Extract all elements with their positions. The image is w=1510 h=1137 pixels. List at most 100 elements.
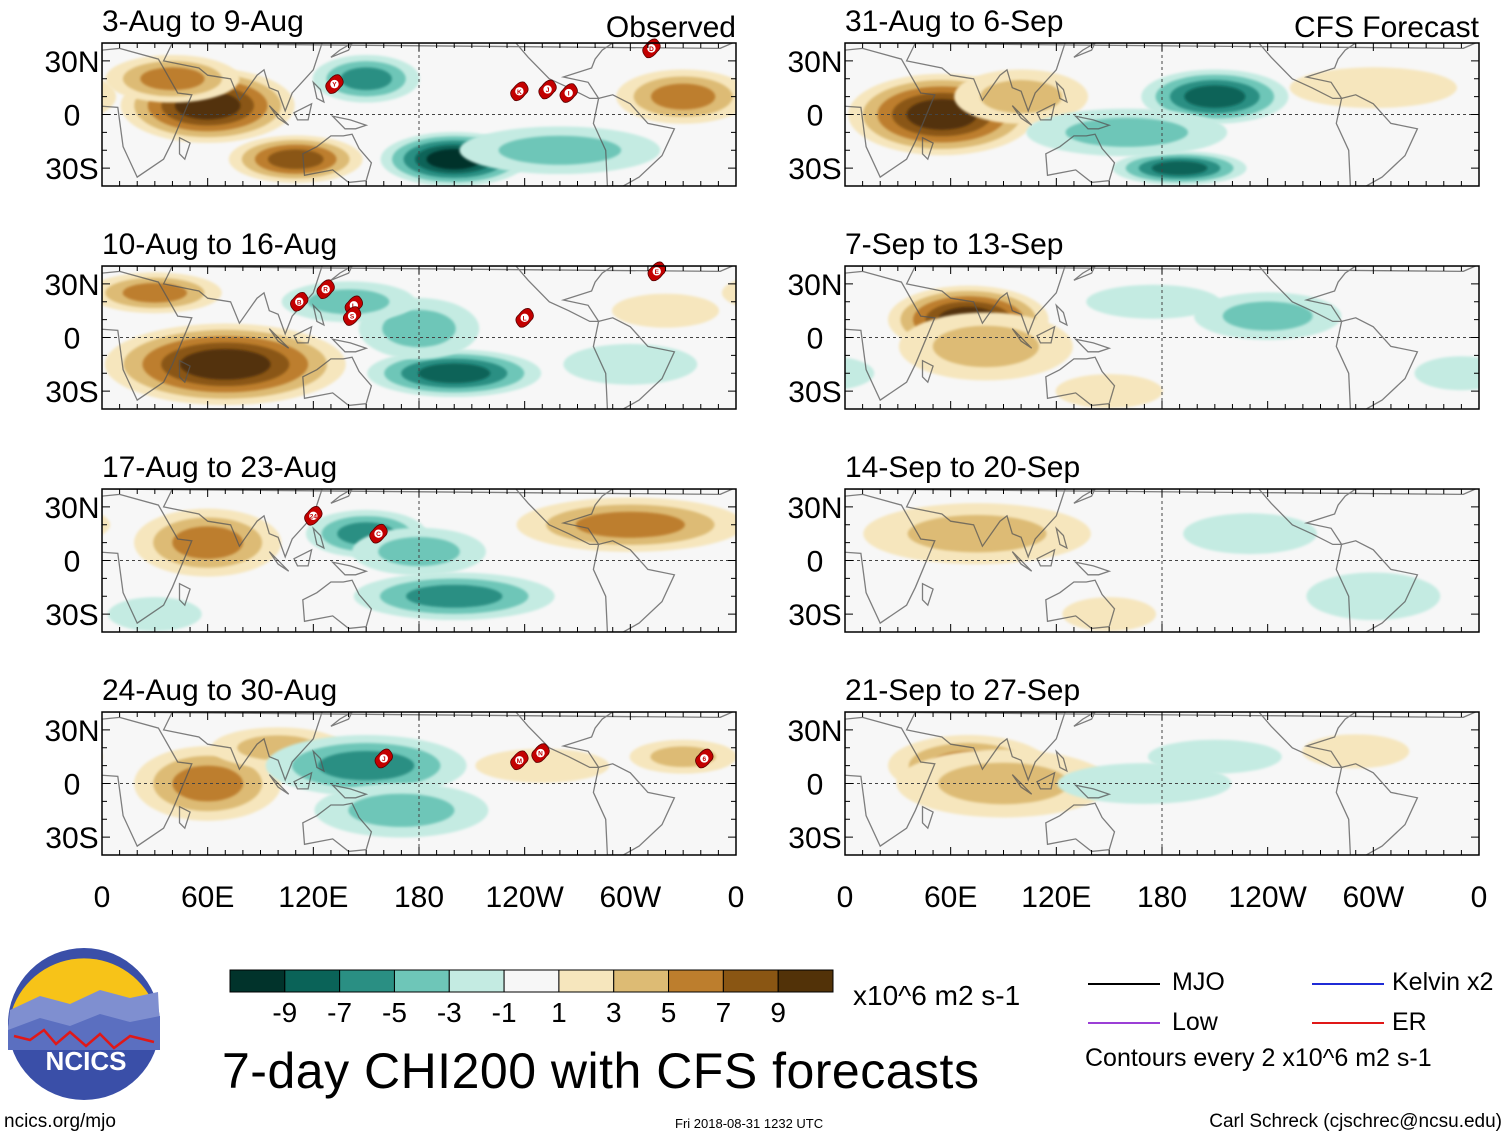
storm-label: E	[655, 269, 660, 276]
storm-eye	[564, 88, 573, 98]
y-tick-label: 30S	[788, 599, 841, 632]
legend-label-kelvin: Kelvin x2	[1392, 968, 1494, 996]
colorbar-swatch	[393, 969, 450, 993]
coastline	[1045, 133, 1116, 184]
legend-swatch-mjo	[1088, 983, 1160, 985]
column-label: CFS Forecast	[1294, 11, 1480, 44]
coastline	[102, 47, 193, 179]
coastline	[1045, 356, 1116, 407]
coastline	[592, 317, 676, 409]
y-tick-label: 30S	[45, 153, 98, 186]
y-tick-label: 30N	[787, 492, 842, 525]
storm-eye	[700, 754, 709, 763]
x-tick-label: 180	[1137, 881, 1187, 914]
legend-swatch-kelvin	[1312, 983, 1384, 985]
coastlines	[102, 43, 733, 186]
storm-eye	[379, 754, 388, 763]
anomaly-contour	[721, 280, 736, 306]
coastline	[1073, 561, 1112, 576]
colorbar-swatch	[284, 969, 341, 993]
coastline	[1036, 548, 1056, 567]
coastline	[1011, 551, 1033, 572]
colorbar-tick-label: -7	[327, 997, 352, 1028]
storm-eye	[295, 297, 304, 306]
coastline	[921, 359, 934, 384]
coastline	[330, 712, 353, 727]
coastline	[845, 712, 1476, 719]
anomaly-contour	[1482, 74, 1510, 156]
y-tick-label: 0	[64, 546, 81, 579]
anomaly-contour	[418, 363, 491, 384]
colorbar: -9 -7 -5 -3 -1 1 3 5 7 9	[229, 969, 834, 1028]
coastline	[845, 270, 936, 402]
storm-eye	[309, 511, 318, 521]
coastline	[330, 561, 369, 576]
storm-marker: 24	[304, 506, 323, 526]
colorbar-swatch	[777, 969, 834, 993]
y-tick-label: 0	[64, 100, 81, 133]
coastline	[1036, 771, 1056, 790]
anomaly-contour	[406, 584, 503, 608]
colorbar-tick-label: 1	[551, 997, 567, 1028]
storm-label: R	[323, 287, 328, 294]
storm-label: D	[649, 46, 654, 53]
coastline	[592, 763, 676, 855]
colorbar-tick-label: -1	[492, 997, 517, 1028]
anomaly-contour	[348, 793, 455, 827]
coastline	[1011, 105, 1033, 126]
contour-note: Contours every 2 x10^6 m2 s-1	[1085, 1044, 1432, 1072]
coastline	[921, 582, 934, 607]
anomaly-contour	[980, 80, 1062, 114]
storm-eye	[321, 285, 330, 294]
panel-title: 14-Sep to 20-Sep	[845, 451, 1080, 484]
x-tick-label: 180	[394, 881, 444, 914]
anomaly-contour	[1062, 597, 1157, 632]
y-tick-label: 30N	[787, 715, 842, 748]
storm-label: 24	[310, 513, 318, 520]
colorbar-tick-label: -3	[437, 997, 462, 1028]
y-tick-label: 0	[807, 769, 824, 802]
anomaly-contour	[1055, 374, 1163, 409]
coastline	[1258, 266, 1357, 323]
coastline	[845, 493, 936, 625]
coastline	[515, 712, 614, 769]
anomaly-contour	[172, 765, 244, 802]
storm-marker: 6	[695, 748, 714, 769]
coastline	[921, 136, 934, 161]
storm-label: M	[517, 758, 522, 765]
anomaly-contour	[102, 79, 117, 114]
coastline	[1073, 784, 1112, 799]
storm-label: S	[350, 314, 355, 321]
coastline	[1073, 712, 1096, 727]
storm-marker: J	[538, 79, 557, 100]
storm-marker: J	[374, 748, 393, 769]
coastline	[1258, 43, 1357, 100]
site-link[interactable]: ncics.org/mjo	[4, 1111, 116, 1132]
coastline	[1055, 526, 1068, 550]
coastline	[1055, 80, 1068, 104]
coastline	[102, 712, 733, 719]
anomaly-contour	[107, 597, 202, 632]
coastlines	[845, 43, 1476, 186]
storm-label: L	[352, 303, 356, 310]
coastline	[1055, 303, 1068, 327]
anomaly-contour	[179, 348, 271, 380]
coastline	[1036, 102, 1056, 121]
coastline	[302, 133, 373, 184]
colorbar-swatch	[668, 969, 724, 993]
coastline	[592, 94, 676, 186]
storm-marker: I	[559, 83, 578, 103]
colorbar-tick-label: -9	[272, 997, 297, 1028]
colorbar-tick-label: 5	[661, 997, 677, 1028]
storm-label: J	[546, 87, 550, 94]
coastline	[102, 270, 193, 402]
coastline	[905, 266, 1066, 336]
anomaly-contour	[1057, 763, 1232, 804]
storm-label: K	[517, 89, 522, 96]
storm-label: C	[376, 531, 381, 538]
y-tick-label: 0	[807, 546, 824, 579]
panel-title: 3-Aug to 9-Aug	[102, 5, 304, 38]
coastline	[592, 540, 676, 632]
y-tick-label: 30S	[45, 376, 98, 409]
coastline	[102, 43, 733, 50]
